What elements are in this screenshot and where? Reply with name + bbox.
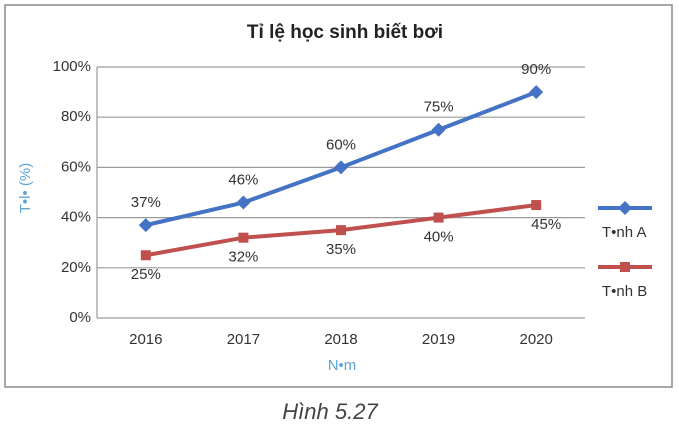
chart-title: Tỉ lệ học sinh biết bơi [247,22,443,43]
point [431,122,446,137]
x-tick-label: 2016 [129,331,162,348]
y-tick-label: 40% [61,209,91,226]
data-label: 75% [424,99,454,116]
data-label: 40% [424,229,454,246]
y-tick-label: 80% [61,108,91,125]
point [620,262,630,272]
y-tick-label: 60% [61,158,91,175]
x-axis-label: N•m [328,357,357,374]
x-tick-label: 2019 [422,331,455,348]
data-label: 45% [531,216,561,233]
point [238,232,249,243]
y-tick-label: 100% [53,58,91,75]
point [531,200,542,211]
point [529,85,544,100]
point [236,195,251,210]
point [334,160,348,175]
y-tick-label: 0% [69,309,91,326]
x-tick-label: 2018 [324,331,357,348]
data-label: 46% [228,172,258,189]
chart-frame [4,4,673,388]
y-tick-label: 20% [61,259,91,276]
legend-label: T•nh B [602,283,647,300]
data-label: 35% [326,241,356,258]
data-label: 25% [131,266,161,283]
point [336,225,346,236]
data-label: 32% [228,249,258,266]
data-label: 37% [131,194,161,211]
point [433,212,444,223]
point [138,218,153,233]
figure-caption: Hình 5.27 [282,399,378,424]
x-tick-label: 2020 [520,331,553,348]
point [618,201,632,215]
data-label: 90% [521,61,551,78]
legend-label: T•nh A [602,224,646,241]
y-axis-label: T•l• (%) [17,163,34,214]
data-label: 60% [326,136,356,153]
point [140,250,151,261]
x-tick-label: 2017 [227,331,260,348]
